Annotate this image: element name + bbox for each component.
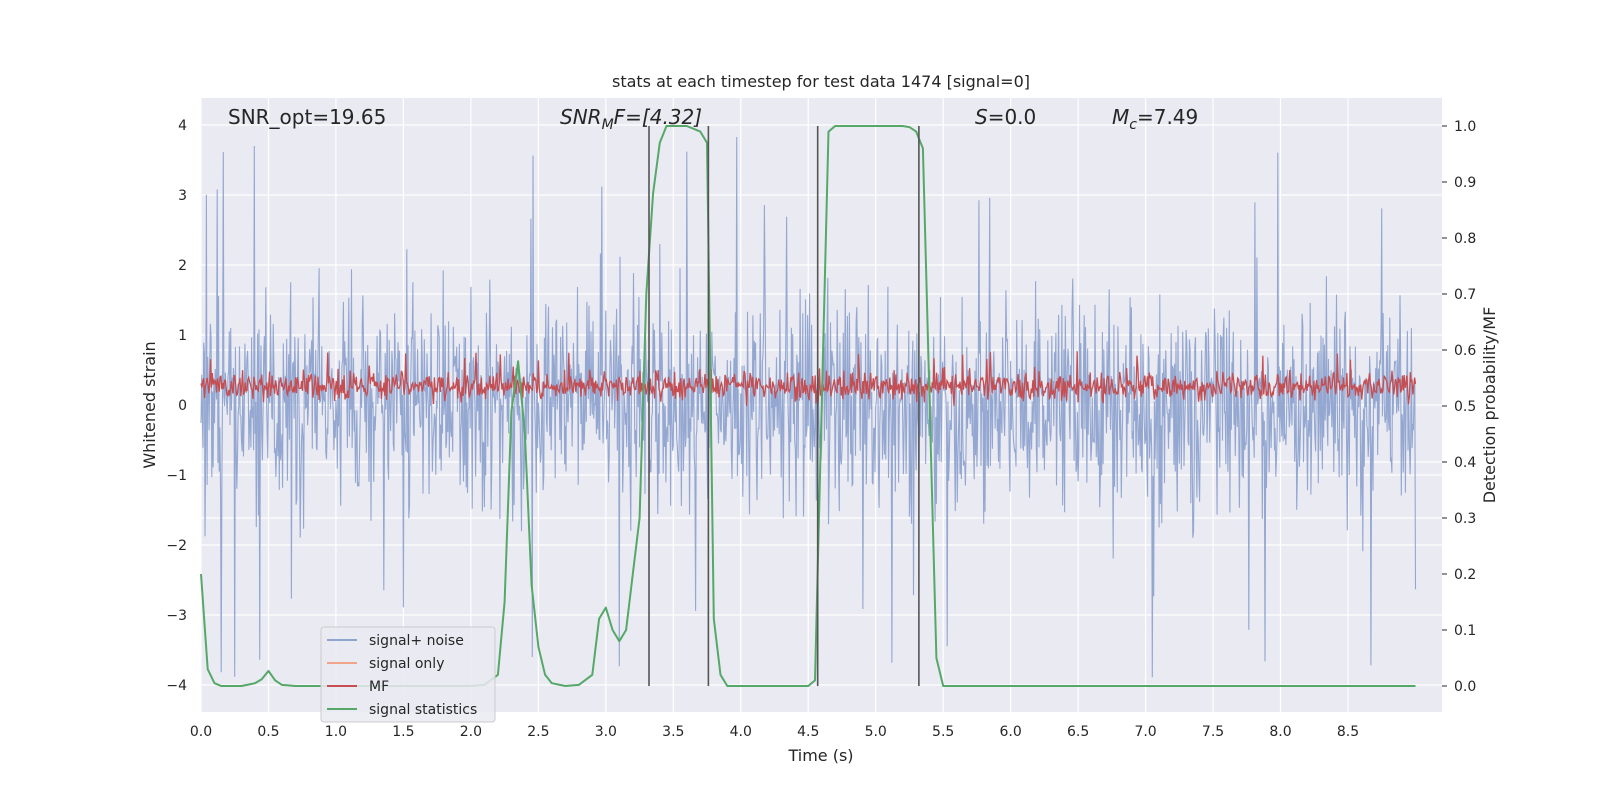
x-tick-label: 1.0 — [325, 724, 347, 740]
y-left-tick-label: 0 — [178, 398, 187, 414]
legend-label-mf: MF — [369, 679, 389, 695]
y-left-tick-label: 2 — [178, 258, 187, 274]
y-left-tick-label: −4 — [166, 678, 187, 694]
mf-line — [200, 351, 1417, 407]
x-tick-label: 3.5 — [662, 724, 684, 740]
x-tick-label: 8.0 — [1269, 724, 1291, 740]
y-axis-right-label: Detection probability/MF — [1480, 307, 1499, 504]
y-right-tick-label: 0.1 — [1454, 623, 1476, 639]
x-tick-label: 1.5 — [392, 724, 414, 740]
snr-opt-annotation: SNR_opt=19.65 — [228, 105, 386, 129]
x-tick-label: 7.5 — [1202, 724, 1224, 740]
x-tick-label: 8.5 — [1337, 724, 1359, 740]
y-axis-left-label: Whitened strain — [140, 341, 159, 468]
x-axis-ticks: 0.0 0.5 1.0 1.5 2.0 2.5 3.0 3.5 4.0 4.5 5.0 5.5 6.0 6… — [190, 724, 1359, 740]
x-tick-label: 4.5 — [797, 724, 819, 740]
x-tick-label: 4.0 — [730, 724, 752, 740]
vertical-markers — [648, 126, 920, 686]
y-right-tick-label: 0.9 — [1454, 175, 1476, 191]
x-tick-label: 6.0 — [1000, 724, 1022, 740]
y-left-tick-label: 4 — [178, 118, 187, 134]
y-right-tick-label: 0.6 — [1454, 343, 1476, 359]
y-right-tick-label: 1.0 — [1454, 119, 1476, 135]
y-right-tick-label: 0.3 — [1454, 511, 1476, 527]
legend-label-signal-statistics: signal statistics — [369, 702, 477, 718]
x-tick-label: 2.0 — [460, 724, 482, 740]
mf-series — [200, 351, 1417, 407]
legend-box — [320, 626, 496, 723]
y-left-tick-label: 3 — [178, 188, 187, 204]
chart-title: stats at each timestep for test data 147… — [612, 72, 1030, 91]
x-tick-label: 0.0 — [190, 724, 212, 740]
x-tick-label: 5.0 — [865, 724, 887, 740]
y-right-tick-label: 0.8 — [1454, 231, 1476, 247]
x-tick-label: 0.5 — [257, 724, 279, 740]
y-right-tick-label: 0.0 — [1454, 679, 1476, 695]
y-right-tick-label: 0.5 — [1454, 399, 1476, 415]
y-axis-left-ticks: 4 3 2 1 0 −1 −2 −3 −4 — [166, 118, 187, 694]
y-left-tick-label: 1 — [178, 328, 187, 344]
signal-noise-series — [200, 136, 1417, 678]
y-right-tick-label: 0.2 — [1454, 567, 1476, 583]
x-tick-label: 6.5 — [1067, 724, 1089, 740]
x-tick-label: 7.0 — [1134, 724, 1156, 740]
x-axis-label: Time (s) — [787, 746, 853, 765]
y-right-tick-label: 0.4 — [1454, 455, 1476, 471]
y-right-tick-label: 0.7 — [1454, 287, 1476, 303]
legend-label-signal-only: signal only — [369, 656, 444, 672]
x-tick-label: 2.5 — [527, 724, 549, 740]
y-axis-right-ticks: 1.0 0.9 0.8 0.7 0.6 0.5 0.4 0.3 0.2 0.1 0.0 — [1442, 119, 1476, 695]
legend: signal+ noise signal only MF signal stat… — [320, 626, 496, 723]
s-annotation: S=0.0 — [975, 105, 1036, 129]
y-left-tick-label: −2 — [166, 538, 187, 554]
signal-noise-line — [200, 136, 1417, 678]
x-tick-label: 3.0 — [595, 724, 617, 740]
y-left-tick-label: −3 — [166, 608, 187, 624]
mc-annotation: Mc=7.49 — [1112, 105, 1198, 133]
snr-mf-annotation: SNRMF=[4.32] — [560, 105, 702, 133]
x-tick-label: 5.5 — [932, 724, 954, 740]
y-left-tick-label: −1 — [166, 468, 187, 484]
legend-label-signal-noise: signal+ noise — [369, 633, 464, 649]
